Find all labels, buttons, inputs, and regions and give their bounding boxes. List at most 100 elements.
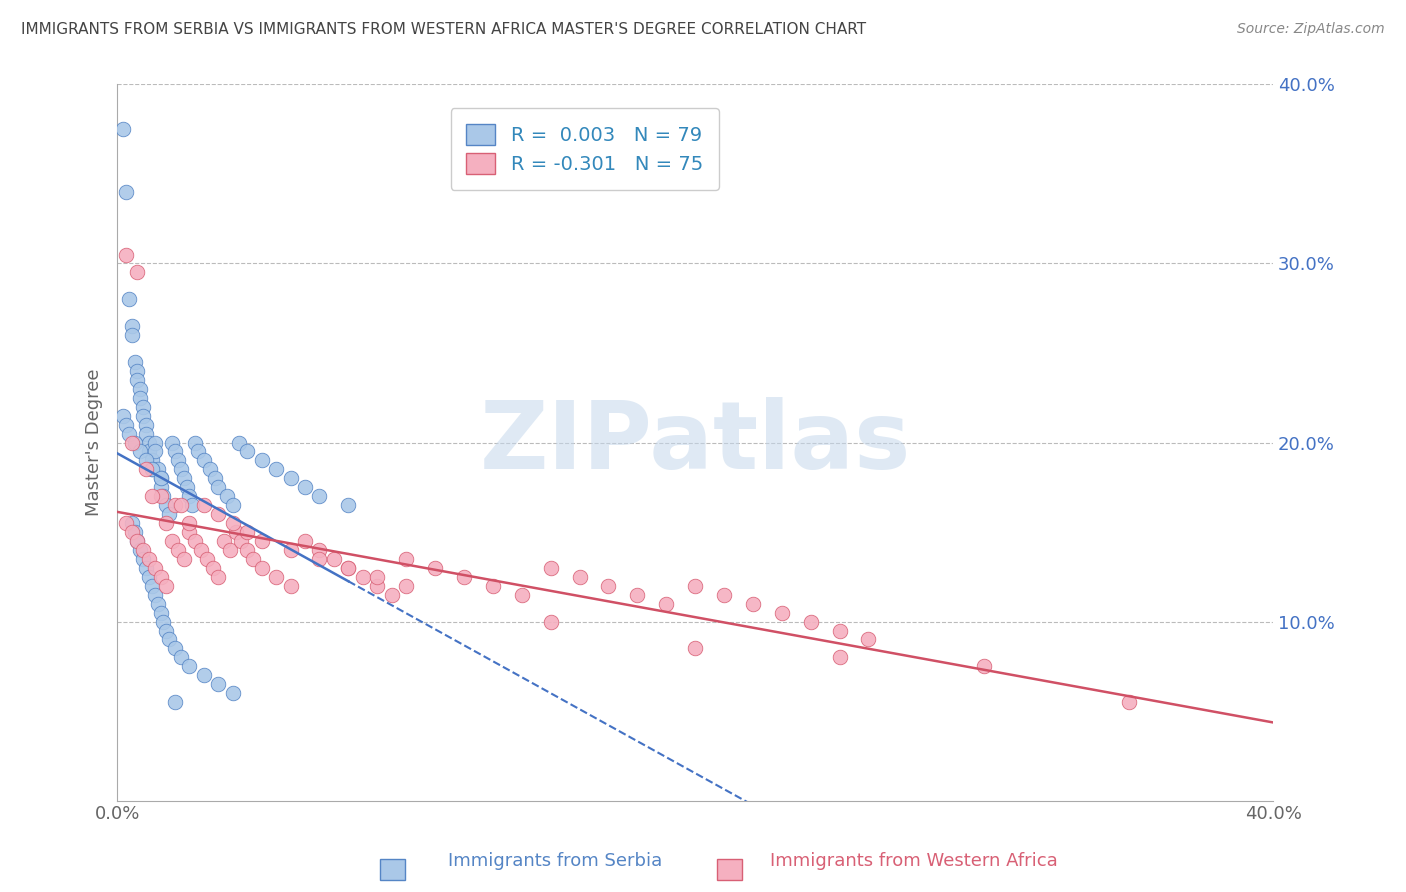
Point [308,543,330,558]
Point [127,265,149,279]
Point [176,480,198,494]
Point [163,695,186,709]
Point [163,444,186,458]
Point [132,543,155,558]
Point [250,534,273,549]
Text: Source: ZipAtlas.com: Source: ZipAtlas.com [1237,22,1385,37]
Point [173,471,195,485]
Point [181,498,204,512]
Point [160,435,183,450]
Point [135,561,157,575]
Point [179,489,201,503]
Point [366,570,388,584]
Point [138,444,160,458]
Point [155,624,177,638]
Point [222,498,245,512]
Point [138,435,160,450]
Point [146,462,169,476]
Legend: R =  0.003   N = 79, R = -0.301   N = 75: R = 0.003 N = 79, R = -0.301 N = 75 [450,109,718,190]
Point [129,391,152,405]
Point [242,552,264,566]
Point [683,641,706,656]
Point [124,524,146,539]
Point [540,615,562,629]
Point [179,659,201,673]
Point [337,561,360,575]
Point [212,534,235,549]
Point [132,552,155,566]
Point [190,543,212,558]
Point [395,579,418,593]
Point [146,597,169,611]
Point [973,659,995,673]
Text: ZIPatlas: ZIPatlas [479,397,911,489]
Point [141,453,163,467]
Text: Immigrants from Western Africa: Immigrants from Western Africa [770,852,1057,870]
Point [187,444,209,458]
Point [129,444,152,458]
Point [141,489,163,503]
Point [655,597,678,611]
Point [236,543,259,558]
Point [207,570,229,584]
Point [152,489,174,503]
Point [713,588,735,602]
Point [828,650,851,665]
Point [179,524,201,539]
Point [115,417,138,432]
Point [149,570,172,584]
Point [280,543,302,558]
Point [170,650,193,665]
Point [1118,695,1140,709]
Point [149,471,172,485]
Text: Immigrants from Serbia: Immigrants from Serbia [449,852,662,870]
Point [322,552,344,566]
Point [423,561,446,575]
Point [184,435,207,450]
Point [135,417,157,432]
Point [222,686,245,700]
Point [152,615,174,629]
Point [149,606,172,620]
Point [510,588,533,602]
Point [236,524,259,539]
Point [141,462,163,476]
Point [264,570,287,584]
Point [121,516,143,530]
Point [828,624,851,638]
Point [626,588,648,602]
Point [127,534,149,549]
Point [337,561,360,575]
Point [173,552,195,566]
Point [115,247,138,261]
Point [149,471,172,485]
Point [366,579,388,593]
Point [121,328,143,343]
Point [294,480,316,494]
Point [228,435,250,450]
Point [135,462,157,476]
Point [219,543,242,558]
Point [115,185,138,199]
Point [193,668,215,682]
Point [280,471,302,485]
Point [118,293,141,307]
Point [111,122,134,136]
Point [157,632,180,647]
Point [198,462,221,476]
Point [170,462,193,476]
Point [201,561,224,575]
Point [222,516,245,530]
Point [195,552,218,566]
Point [294,534,316,549]
Point [741,597,763,611]
Point [143,561,166,575]
Point [568,570,591,584]
Point [132,400,155,414]
Point [129,382,152,396]
Point [250,561,273,575]
Point [207,677,229,691]
Point [115,516,138,530]
Point [308,552,330,566]
Point [231,534,253,549]
